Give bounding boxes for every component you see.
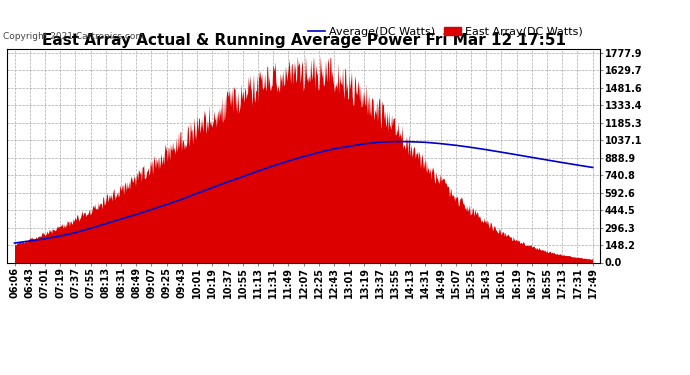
Title: East Array Actual & Running Average Power Fri Mar 12 17:51: East Array Actual & Running Average Powe… [41,33,566,48]
Legend: Average(DC Watts), East Array(DC Watts): Average(DC Watts), East Array(DC Watts) [308,27,583,36]
Text: Copyright 2021 Cartronics.com: Copyright 2021 Cartronics.com [3,32,145,41]
